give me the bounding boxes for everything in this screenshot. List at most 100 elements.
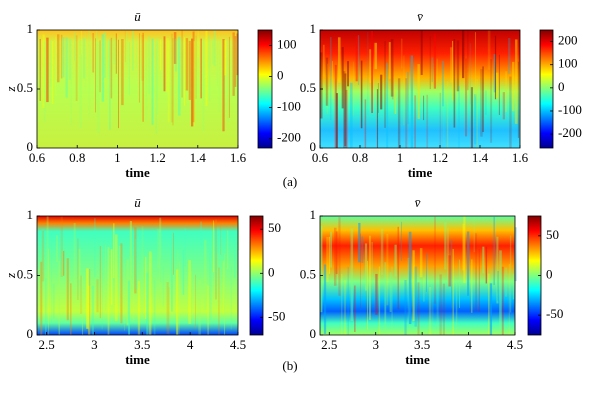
- heatmap-streak: [493, 54, 496, 93]
- heatmap-streak: [46, 216, 49, 293]
- heatmap-streak: [344, 73, 347, 147]
- heatmap-streak: [371, 241, 373, 279]
- colorbar-tick-label: 50: [546, 227, 559, 242]
- y-tick-label: 0: [27, 139, 34, 154]
- heatmap-streak: [63, 250, 65, 276]
- heatmap-streak: [57, 34, 60, 83]
- colorbar-tick-label: 200: [558, 33, 578, 48]
- heatmap-field: [320, 216, 515, 335]
- heatmap-streak: [441, 60, 444, 107]
- x-tick-label: 1.4: [472, 150, 489, 165]
- heatmap-streak: [456, 40, 460, 92]
- heatmap-streak: [60, 216, 63, 278]
- heatmap-streak: [113, 223, 115, 279]
- heatmap-streak: [505, 71, 507, 112]
- y-tick-label: 0: [27, 326, 34, 341]
- heatmap-streak: [197, 30, 200, 58]
- colorbar: [539, 29, 554, 149]
- heatmap-streak: [43, 40, 46, 122]
- heatmap-streak: [81, 30, 82, 55]
- heatmap-streak: [46, 37, 49, 103]
- heatmap-streak: [51, 41, 54, 105]
- heatmap-streak: [390, 39, 394, 97]
- heatmap-streak: [431, 286, 434, 335]
- heatmap-streak: [68, 38, 72, 80]
- heatmap-streak: [493, 216, 495, 286]
- heatmap-streak: [146, 272, 149, 335]
- heatmap-streak: [410, 55, 414, 148]
- heatmap-streak: [408, 231, 412, 325]
- heatmap-streak: [215, 219, 218, 300]
- heatmap-streak: [208, 32, 211, 102]
- heatmap-streak: [512, 273, 514, 300]
- heatmap-streak: [159, 217, 162, 303]
- heatmap-streak: [37, 268, 40, 317]
- heatmap-streak: [141, 226, 144, 319]
- heatmap-streak: [355, 36, 358, 82]
- x-axis-label: time: [405, 352, 430, 367]
- x-tick-label: 3: [372, 337, 379, 352]
- heatmap-streak: [178, 36, 181, 116]
- heatmap-streak: [482, 66, 484, 133]
- heatmap-streak: [358, 222, 361, 263]
- heatmap-streak: [120, 243, 123, 324]
- heatmap-streak: [484, 90, 487, 116]
- heatmap-streak: [204, 239, 207, 310]
- heatmap-streak: [174, 38, 178, 72]
- x-tick-label: 2.5: [321, 337, 337, 352]
- heatmap-streak: [330, 231, 332, 268]
- heatmap-streak: [113, 38, 116, 65]
- heatmap-streak: [95, 38, 96, 113]
- heatmap-streak: [77, 238, 79, 300]
- heatmap-streak: [207, 285, 209, 335]
- heatmap-streak: [166, 38, 169, 93]
- heatmap-streak: [448, 255, 451, 287]
- y-tick-label: 0.5: [300, 80, 316, 95]
- heatmap-streak: [467, 231, 470, 296]
- heatmap-streak: [451, 239, 453, 308]
- heatmap-streak: [470, 259, 473, 313]
- heatmap-streak: [497, 270, 499, 301]
- y-tick-label: 1: [310, 21, 317, 36]
- heatmap-streak: [227, 39, 230, 122]
- colorbar-tick-label: -50: [546, 306, 563, 321]
- heatmap-streak: [184, 228, 186, 267]
- heatmap-streak: [508, 264, 510, 335]
- heatmap-streak: [407, 257, 410, 335]
- colorbar-tick-label: -50: [268, 308, 285, 323]
- x-tick-label: 1.2: [149, 150, 165, 165]
- heatmap-streak: [462, 223, 465, 271]
- x-tick-label: 4.5: [507, 337, 523, 352]
- heatmap-streak: [118, 39, 119, 129]
- heatmap-streak: [337, 37, 341, 83]
- heatmap-streak: [66, 258, 69, 321]
- colorbar-tick-label: 0: [558, 79, 565, 94]
- x-tick-label: 4: [465, 337, 472, 352]
- colorbar-tick-label: -100: [558, 102, 582, 117]
- heatmap-streak: [125, 32, 128, 66]
- chart-title: v̄: [415, 195, 421, 210]
- heatmap-streak: [99, 40, 101, 93]
- heatmap-streak: [75, 35, 78, 101]
- heatmap-streak: [222, 260, 225, 316]
- y-tick-label: 0.5: [300, 266, 316, 281]
- heatmap: [37, 30, 239, 148]
- colorbar-tick-label: -200: [277, 130, 301, 145]
- heatmap-streak: [412, 250, 415, 322]
- heatmap-streak: [439, 274, 442, 335]
- heatmap-streak: [458, 86, 460, 148]
- heatmap-streak: [350, 228, 354, 322]
- heatmap-streak: [405, 78, 408, 148]
- heatmap-streak: [138, 33, 140, 103]
- heatmap-streak: [397, 78, 401, 148]
- heatmap-streak: [407, 71, 409, 125]
- heatmap-streak: [70, 39, 72, 126]
- heatmap-streak: [434, 216, 436, 304]
- heatmap-streak: [190, 38, 194, 127]
- heatmap-streak: [181, 30, 184, 98]
- heatmap-streak: [236, 33, 239, 76]
- heatmap-streak: [499, 250, 502, 334]
- heatmap-streak: [173, 232, 174, 275]
- heatmap-field: [37, 30, 238, 148]
